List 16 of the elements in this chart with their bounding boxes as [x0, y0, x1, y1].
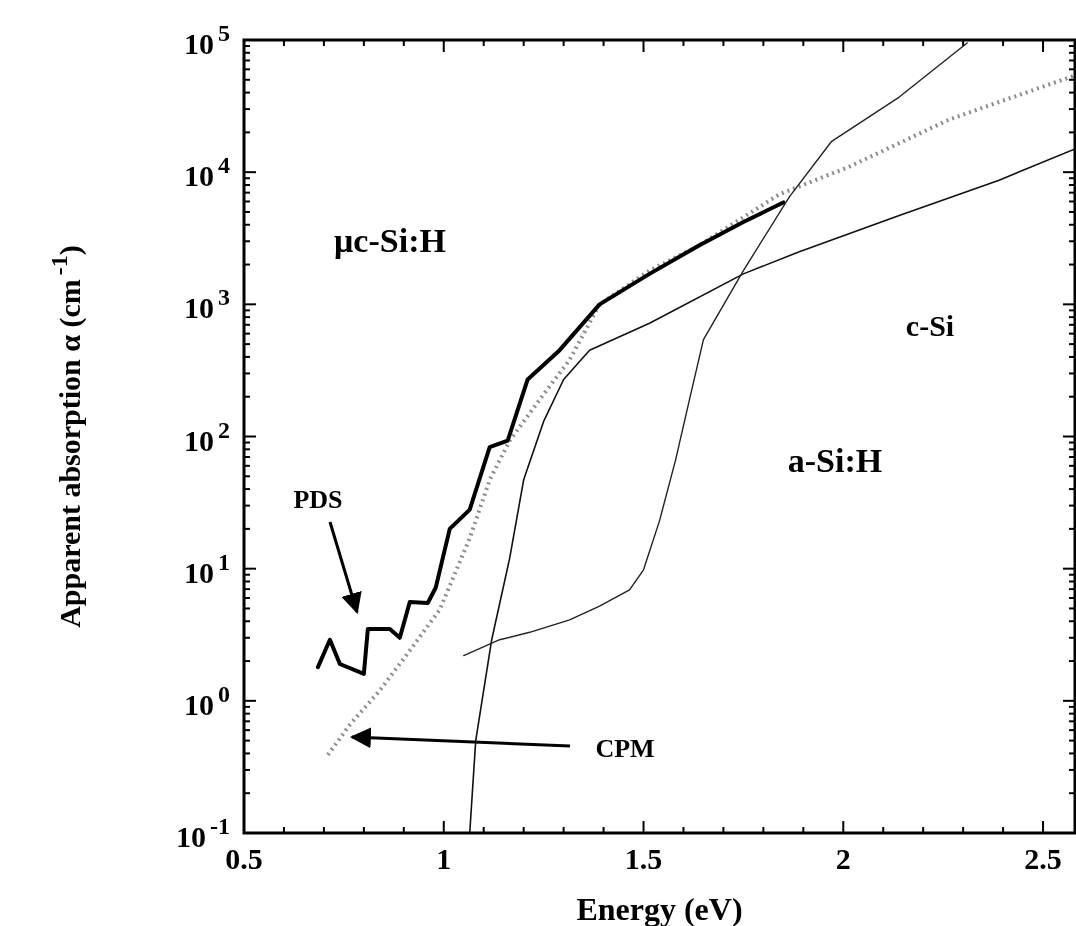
y-tick-label: 10$^{5}$: [184, 20, 230, 60]
x-tick-label: 0.5: [225, 842, 263, 875]
x-tick-label: 1.5: [624, 842, 663, 875]
x-tick-label: 1: [436, 842, 452, 875]
annotation: CPM: [595, 734, 655, 763]
annotation: μc-Si:H: [334, 222, 446, 259]
annotation: a-Si:H: [787, 442, 883, 479]
y-tick-label: 10$^{4}$: [184, 152, 230, 193]
annotation: PDS: [293, 485, 343, 514]
y-tick-label: 10$^{2}$: [184, 416, 230, 457]
y-tick-label: 10$^{3}$: [184, 284, 230, 325]
x-tick-label: 2: [835, 842, 851, 875]
y-tick-label: 10$^{0}$: [184, 680, 230, 721]
x-tick-label: 2.5: [1024, 842, 1062, 875]
annotation: c-Si: [905, 309, 955, 342]
y-tick-label: 10$^{1}$: [184, 548, 230, 589]
